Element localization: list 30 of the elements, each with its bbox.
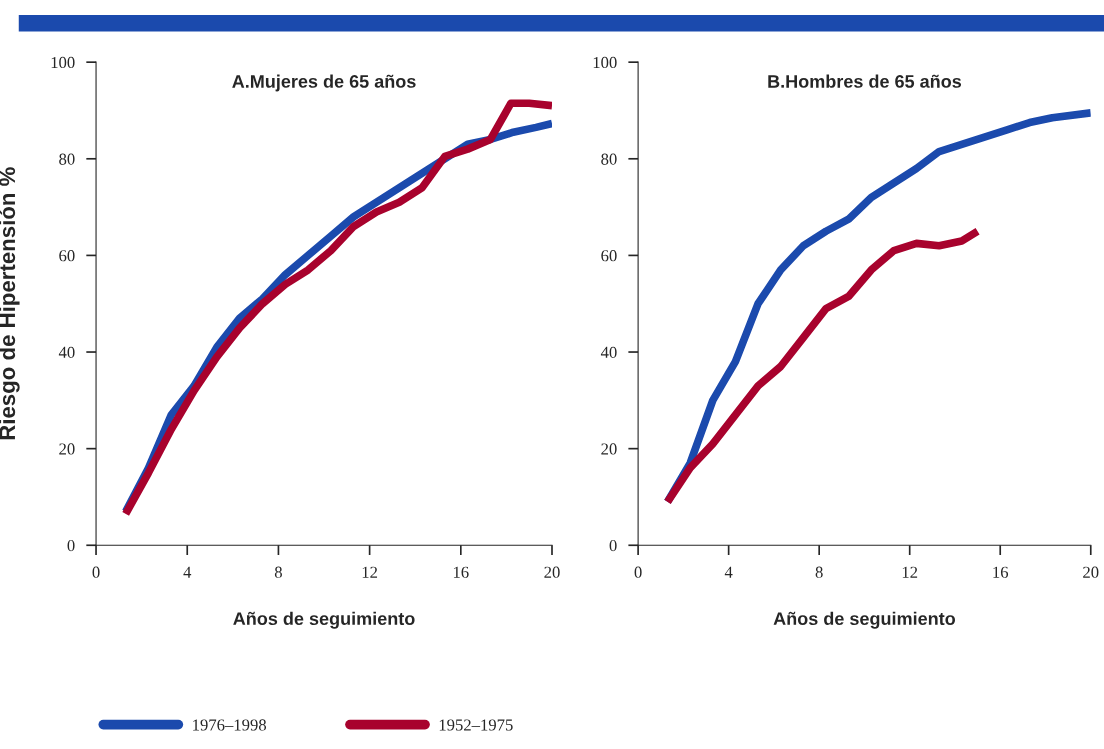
y-tick-label: 0 (609, 539, 617, 552)
text: B.Hombres de 65 años (768, 74, 962, 88)
y-tick-label: 40 (58, 346, 75, 358)
y-tick-label: 40 (600, 346, 617, 358)
y-tick-label: 80 (59, 153, 75, 165)
y-tick-label: 20 (59, 443, 75, 455)
x-tick-label: 12 (902, 566, 918, 578)
x-tick-label: 16 (993, 566, 1009, 578)
legend-label: 1952–1975 (439, 719, 513, 731)
legend-label: 1976–1998 (193, 719, 267, 731)
x-tick-label: 4 (724, 566, 733, 578)
y-tick-label: 0 (67, 539, 75, 552)
y-tick-label: 20 (601, 443, 617, 455)
x-tick-label: 8 (274, 566, 282, 578)
x-tick-label: 20 (1083, 566, 1099, 578)
x-axis-title: Años de seguimiento (233, 611, 415, 629)
x-tick-label: 0 (92, 566, 100, 578)
y-tick-label: 60 (59, 250, 75, 262)
x-tick-label: 16 (453, 566, 469, 578)
x-tick-label: 4 (183, 566, 192, 578)
x-axis-title: Años de seguimiento (773, 611, 956, 629)
x-tick-label: 8 (815, 566, 823, 578)
y-tick-label: 100 (51, 56, 75, 69)
x-tick-label: 0 (634, 566, 642, 578)
y-tick-label: 80 (601, 153, 617, 165)
text: A.Mujeres de 65 años (232, 74, 416, 92)
y-tick-label: 100 (593, 56, 617, 69)
x-tick-label: 20 (544, 566, 560, 578)
x-tick-label: 12 (362, 566, 378, 578)
y-tick-label: 60 (601, 250, 617, 262)
